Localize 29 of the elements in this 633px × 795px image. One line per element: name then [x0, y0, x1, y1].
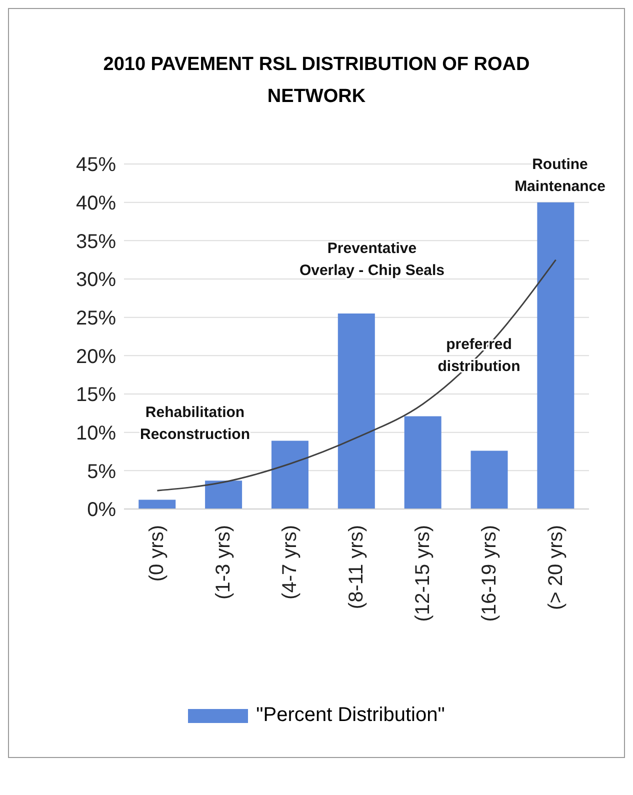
bar	[271, 440, 308, 509]
y-tick-label: 15%	[76, 384, 116, 406]
annotation: Routine Maintenance	[514, 156, 606, 195]
y-tick-label: 20%	[76, 346, 116, 368]
y-tick-label: 40%	[76, 192, 116, 214]
y-tick-label: 0%	[87, 499, 116, 522]
chart-title: 2010 PAVEMENT RSL DISTRIBUTION OF ROAD NETWORK	[102, 53, 531, 109]
x-tick-label: (12-15 yrs)	[412, 525, 434, 622]
annotation: Rehabilitation Reconstruction	[140, 404, 250, 443]
y-tick-label: 45%	[76, 154, 116, 176]
bar	[138, 500, 176, 509]
x-tick-label: (8-11 yrs)	[346, 525, 368, 610]
y-tick-label: 10%	[76, 422, 116, 444]
y-tick-label: 35%	[76, 230, 116, 253]
x-tick-label: (4-7 yrs)	[279, 525, 302, 600]
bar	[205, 480, 242, 509]
legend-label: "Percent Distribution"	[256, 704, 445, 727]
x-tick-label: (0 yrs)	[146, 525, 168, 582]
x-tick-label: (> 20 yrs)	[544, 525, 567, 610]
x-tick-label: (1-3 yrs)	[212, 525, 235, 600]
y-tick-label: 5%	[87, 460, 116, 483]
bar	[404, 416, 442, 509]
x-tick-label: (16-19 yrs)	[478, 525, 500, 622]
bar	[470, 450, 508, 509]
y-tick-label: 30%	[76, 269, 116, 292]
bar	[338, 314, 375, 509]
y-tick-label: 25%	[76, 307, 116, 330]
bar	[537, 202, 574, 509]
annotation: Preventative Overlay - Chip Seals	[299, 240, 445, 279]
